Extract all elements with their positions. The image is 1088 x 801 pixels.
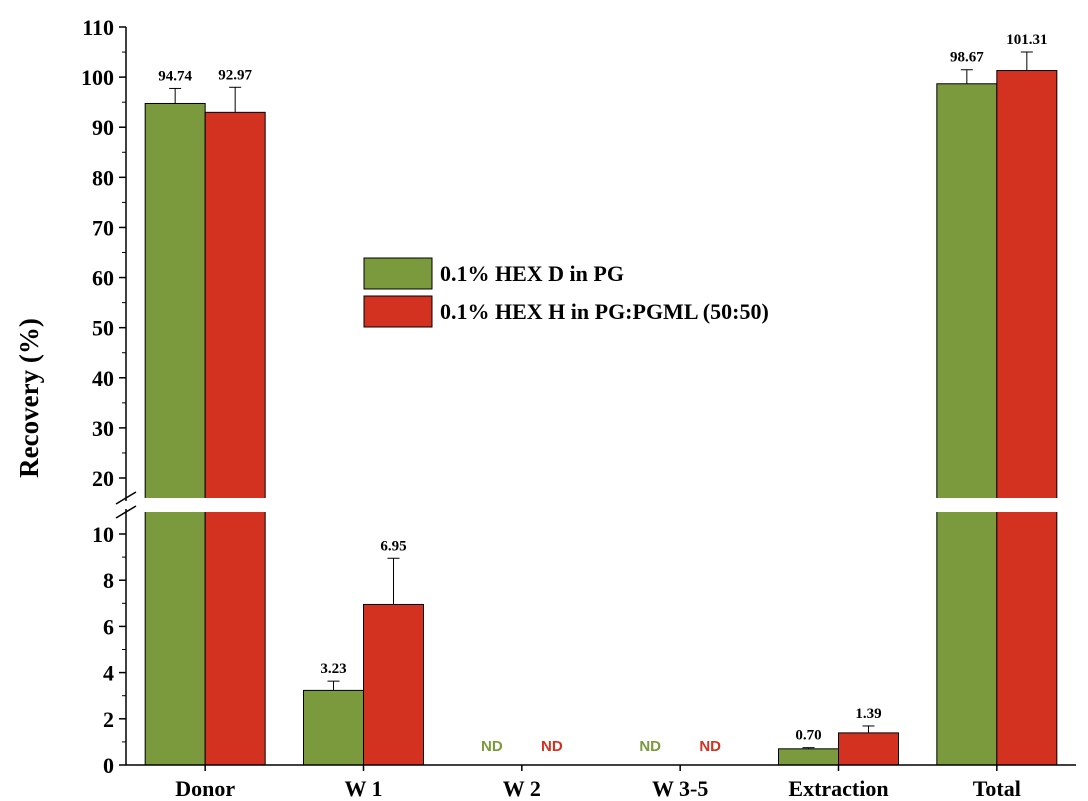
data-label: 6.95	[380, 538, 406, 554]
axis-break-gap	[127, 498, 1075, 512]
y-tick-label: 90	[92, 115, 114, 140]
data-label: 1.39	[855, 706, 881, 722]
axes-layer: 0 2 4 6 8 10 20 30 40 50 60 70 80 90 100 110 Donor W 1 W 2…	[81, 15, 1076, 801]
y-tick-label: 6	[103, 614, 114, 639]
bar	[996, 70, 1058, 766]
data-labels-layer: 94.74 92.97 3.23 6.95 ND ND ND ND 0.70 1.39 98.67 1…	[158, 32, 1047, 755]
x-tick-label: W 2	[503, 776, 541, 801]
y-tick-label: 100	[81, 65, 114, 90]
data-label: 92.97	[218, 67, 252, 83]
bar	[144, 102, 206, 766]
y-tick-label: 50	[92, 316, 114, 341]
y-tick-label: 110	[82, 15, 114, 40]
y-tick-label: 40	[92, 366, 114, 391]
x-tick-label: Donor	[175, 776, 235, 801]
y-tick-label: 10	[92, 522, 114, 547]
data-label: 3.23	[320, 661, 346, 677]
upper-bars-layer	[144, 51, 1058, 766]
nd-label: ND	[541, 738, 563, 755]
y-tick-label: 30	[92, 416, 114, 441]
legend-swatch	[363, 257, 433, 290]
x-tick-label: W 3-5	[652, 776, 708, 801]
y-tick-label: 4	[103, 661, 114, 686]
bar	[303, 689, 364, 766]
legend-label: 0.1% HEX D in PG	[440, 261, 624, 286]
bar	[204, 111, 266, 766]
axis-break-mark	[115, 505, 137, 519]
data-label: 101.31	[1006, 32, 1047, 48]
y-tick-label: 0	[103, 753, 114, 778]
nd-label: ND	[699, 738, 721, 755]
y-tick-label: 70	[92, 215, 114, 240]
y-tick-label: 60	[92, 266, 114, 291]
x-tick-label: Extraction	[788, 776, 888, 801]
y-tick-label: 8	[103, 568, 114, 593]
y-tick-label: 20	[92, 466, 114, 491]
data-label: 94.74	[158, 68, 192, 84]
bar	[936, 83, 998, 766]
bar	[838, 732, 899, 766]
nd-label: ND	[639, 738, 661, 755]
axis-break-mark	[115, 491, 137, 505]
data-label: 0.70	[795, 728, 821, 744]
bar	[363, 603, 424, 766]
y-tick-label: 2	[103, 707, 114, 732]
y-axis-label: Recovery (%)	[14, 318, 44, 478]
legend-label: 0.1% HEX H in PG:PGML (50:50)	[440, 299, 769, 324]
x-tick-label: Total	[973, 776, 1021, 801]
y-tick-label: 80	[92, 165, 114, 190]
break-gap-fill	[127, 498, 1075, 512]
bar	[778, 748, 839, 766]
lower-bars-layer	[303, 603, 899, 766]
nd-label: ND	[481, 738, 503, 755]
x-tick-label: W 1	[344, 776, 382, 801]
legend: 0.1% HEX D in PG 0.1% HEX H in PG:PGML (5…	[363, 257, 769, 328]
legend-swatch	[363, 295, 433, 328]
data-label: 98.67	[950, 50, 984, 66]
